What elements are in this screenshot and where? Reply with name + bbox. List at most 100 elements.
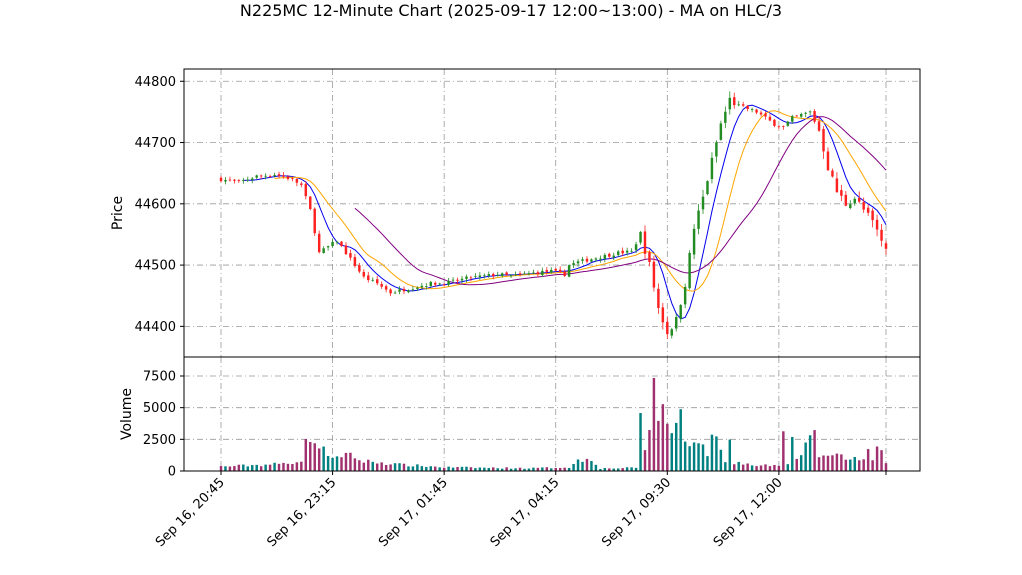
- candle-body: [880, 229, 883, 241]
- price-y-tick-label: 44600: [135, 197, 176, 212]
- volume-bar: [733, 464, 736, 471]
- volume-bar: [375, 463, 379, 471]
- price-y-tick-label: 44400: [135, 320, 176, 335]
- candle-body: [434, 282, 437, 285]
- volume-bar: [367, 459, 370, 471]
- volume-y-tick-label: 2500: [143, 433, 176, 448]
- volume-bar: [657, 420, 660, 471]
- candle-body: [246, 179, 250, 181]
- candle-body: [826, 151, 830, 171]
- volume-bar: [259, 466, 263, 471]
- volume-bar: [688, 446, 691, 471]
- volume-bar: [840, 454, 843, 471]
- candle-body: [326, 246, 330, 248]
- candle-body: [666, 321, 669, 335]
- candle-body: [862, 202, 865, 210]
- volume-bar: [746, 463, 749, 471]
- volume-bar: [402, 463, 406, 471]
- volume-bar: [822, 455, 825, 471]
- volume-bar: [326, 456, 330, 471]
- x-tick-label: Sep 17, 09:30: [599, 475, 674, 550]
- volume-bar: [786, 464, 790, 471]
- volume-bar: [563, 467, 566, 471]
- candle-body: [487, 274, 491, 276]
- volume-bar: [384, 465, 388, 471]
- volume-bar: [500, 468, 504, 471]
- volume-bar: [509, 468, 513, 471]
- candle-body: [255, 175, 258, 178]
- volume-bar: [871, 460, 874, 471]
- volume-bar: [411, 466, 415, 471]
- volume-bar: [353, 458, 357, 471]
- volume-bar: [550, 468, 553, 471]
- volume-bar: [675, 422, 678, 471]
- volume-bar: [755, 466, 758, 471]
- candle-body: [576, 261, 580, 264]
- candle-body: [251, 178, 254, 180]
- volume-bar: [710, 434, 714, 471]
- candle-body: [581, 259, 584, 261]
- candle-body: [335, 241, 339, 243]
- volume-bar: [648, 430, 651, 471]
- volume-y-tick-label: 7500: [143, 370, 176, 385]
- candle-body: [875, 219, 879, 230]
- candle-body: [523, 273, 526, 275]
- volume-y-tick-label: 5000: [143, 401, 176, 416]
- volume-bar: [697, 443, 700, 471]
- volume-bar: [451, 467, 455, 471]
- volume-bar: [768, 466, 772, 471]
- volume-bar: [853, 456, 856, 471]
- volume-bar: [737, 461, 740, 471]
- candle-body: [349, 253, 352, 258]
- volume-bar: [286, 463, 290, 471]
- volume-bar: [496, 468, 499, 471]
- volume-bar: [483, 467, 486, 471]
- volume-bar: [541, 467, 544, 471]
- volume-bar: [844, 459, 848, 471]
- candle-body: [313, 208, 316, 234]
- volume-bar: [478, 467, 482, 471]
- candle-body: [496, 274, 499, 276]
- volume-bar: [380, 462, 383, 471]
- volume-bar: [264, 464, 267, 471]
- candle-body: [438, 283, 441, 285]
- candle-body: [554, 268, 557, 271]
- volume-bar: [795, 458, 798, 471]
- volume-bar: [349, 452, 352, 471]
- candle-body: [831, 170, 834, 177]
- volume-bar: [438, 467, 441, 471]
- volume-bar: [875, 446, 879, 471]
- price-y-tick-label: 44800: [135, 75, 176, 90]
- volume-bar: [585, 458, 589, 471]
- candle-body: [550, 269, 553, 273]
- candle-body: [608, 253, 611, 257]
- volume-bar: [291, 464, 294, 471]
- candle-body: [367, 275, 370, 281]
- candle-body: [679, 305, 682, 319]
- candle-body: [866, 207, 870, 213]
- volume-bar: [277, 463, 281, 471]
- candle-body: [853, 198, 856, 204]
- volume-bar: [581, 461, 584, 471]
- candle-body: [505, 272, 508, 275]
- candle-body: [773, 119, 776, 126]
- volume-bar: [425, 467, 428, 471]
- volume-bar: [817, 457, 821, 471]
- volume-bar: [362, 462, 366, 471]
- volume-bar: [407, 466, 410, 471]
- volume-bar: [683, 441, 687, 471]
- candle-body: [884, 243, 888, 249]
- candle-body: [782, 126, 785, 127]
- volume-bar: [251, 465, 254, 471]
- candle-body: [746, 105, 749, 110]
- volume-bar: [813, 430, 816, 471]
- candle-body: [393, 292, 397, 294]
- candle-body: [541, 270, 544, 275]
- volume-bar: [782, 431, 785, 471]
- volume-bar: [434, 466, 437, 471]
- candle-body: [791, 116, 794, 122]
- candle-body: [389, 289, 392, 294]
- candle-body: [728, 97, 732, 110]
- candle-body: [737, 104, 740, 106]
